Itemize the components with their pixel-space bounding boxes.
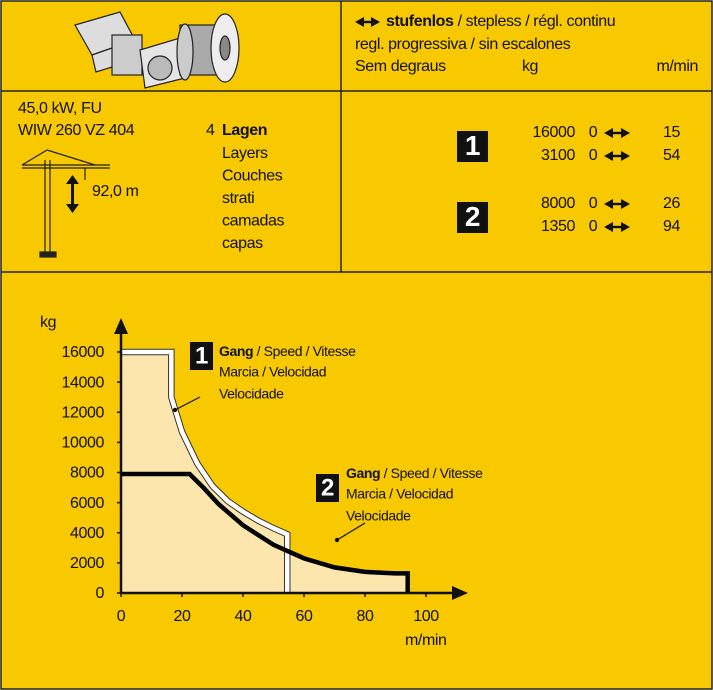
height-arrow — [66, 175, 79, 213]
line — [121, 349, 290, 593]
annotation: Gang / Speed / Vitesse — [219, 343, 356, 359]
speed-from: 0 — [589, 195, 598, 212]
number-box-label: 2 — [465, 201, 480, 232]
annotation: Velocidade — [219, 386, 284, 402]
arrow-shaft — [610, 202, 624, 206]
model: WIW 260 VZ 404 — [18, 122, 135, 139]
x-tick-label: 20 — [174, 608, 191, 625]
speed-from: 0 — [589, 124, 598, 141]
y-tick-label: 4000 — [70, 525, 104, 542]
winch-icon — [74, 11, 240, 89]
x-axis-label: m/min — [405, 632, 447, 649]
arrow-head — [621, 222, 630, 232]
annotation: Marcia / Velocidad — [219, 364, 326, 380]
x-tick-label: 100 — [413, 608, 439, 625]
arrow-head — [604, 222, 613, 232]
area-fill — [121, 474, 408, 593]
leader-dot — [334, 537, 340, 543]
crane-icon — [21, 149, 110, 258]
annotation: Marcia / Velocidad — [346, 486, 453, 502]
mode-line: regl. progressiva / sin escalones — [355, 36, 571, 53]
speed-to: 26 — [663, 195, 680, 212]
number-box — [457, 131, 488, 162]
double-arrow — [604, 128, 630, 138]
mode-line: stufenlos / stepless / régl. continu — [386, 13, 615, 30]
speed-from: 0 — [589, 218, 598, 235]
arrow-shaft — [610, 131, 624, 135]
x-tick-label: 60 — [296, 608, 313, 625]
number-box — [190, 342, 213, 370]
layers: Lagen — [222, 122, 267, 139]
capacity: 8000 — [541, 195, 575, 212]
y-tick-label: 16000 — [62, 344, 105, 361]
double-arrow — [604, 199, 630, 209]
layers: Couches — [222, 167, 283, 184]
annotation-bold: Gang — [219, 343, 253, 359]
capacity: 1350 — [541, 218, 575, 235]
x-tick-label: 0 — [117, 608, 126, 625]
layers: Layers — [222, 145, 268, 162]
annotation: Velocidade — [346, 508, 411, 524]
layers: strati — [222, 190, 254, 207]
mode-rest: / stepless / régl. continu — [454, 13, 616, 30]
leader-line — [174, 396, 201, 411]
arrow-head — [355, 17, 364, 27]
y-tick-label: 2000 — [70, 555, 104, 572]
column-head: kg — [522, 58, 538, 75]
mode-bold: stufenlos — [386, 13, 454, 30]
layers: camadas — [222, 213, 285, 230]
y-axis-arrow — [114, 318, 128, 334]
leader-dot — [172, 407, 178, 413]
speed-to: 15 — [663, 124, 680, 141]
number-box-label: 2 — [321, 474, 334, 501]
number-box-label: 1 — [195, 342, 208, 369]
capacity: 16000 — [533, 124, 576, 141]
number-box — [316, 474, 339, 502]
number-box — [457, 202, 488, 233]
capacity: 3100 — [541, 147, 575, 164]
arrow-head — [621, 199, 630, 209]
x-tick-label: 80 — [357, 608, 374, 625]
x-tick-label: 40 — [235, 608, 252, 625]
arrow-shaft — [361, 20, 374, 24]
y-tick-label: 6000 — [70, 495, 104, 512]
annotation-rest: / Speed / Vitesse — [380, 465, 483, 481]
column-head: m/min — [656, 58, 698, 75]
speed-from: 0 — [589, 147, 598, 164]
number-box-label: 1 — [465, 130, 480, 161]
height: 92,0 m — [92, 183, 139, 200]
y-axis-label: kg — [40, 314, 56, 331]
arrow-head — [371, 17, 380, 27]
line — [121, 471, 410, 593]
speed-to: 54 — [663, 147, 680, 164]
arrow-head — [621, 151, 630, 161]
power: 45,0 kW, FU — [18, 100, 102, 117]
y-tick-label: 0 — [96, 585, 105, 602]
layers-count: 4 — [206, 122, 215, 139]
mode-line: Sem degraus — [355, 58, 446, 75]
x-axis-arrow — [452, 586, 468, 600]
arrow-head — [604, 199, 613, 209]
annotation: Gang / Speed / Vitesse — [346, 465, 483, 481]
y-tick-label: 14000 — [62, 374, 105, 391]
leader-line — [336, 522, 366, 541]
double-arrow — [355, 17, 380, 27]
arrow-head — [604, 151, 613, 161]
y-tick-label: 8000 — [70, 465, 104, 482]
y-tick-label: 10000 — [62, 435, 105, 452]
annotation-bold: Gang — [346, 465, 380, 481]
double-arrow — [604, 151, 630, 161]
arrow-head — [604, 128, 613, 138]
y-tick-label: 12000 — [62, 404, 105, 421]
arrow-shaft — [610, 225, 624, 229]
speed-to: 94 — [663, 218, 680, 235]
arrow-shaft — [610, 154, 624, 158]
arrow-head — [621, 128, 630, 138]
annotation-rest: / Speed / Vitesse — [253, 343, 356, 359]
double-arrow — [604, 222, 630, 232]
layers: capas — [222, 235, 263, 252]
